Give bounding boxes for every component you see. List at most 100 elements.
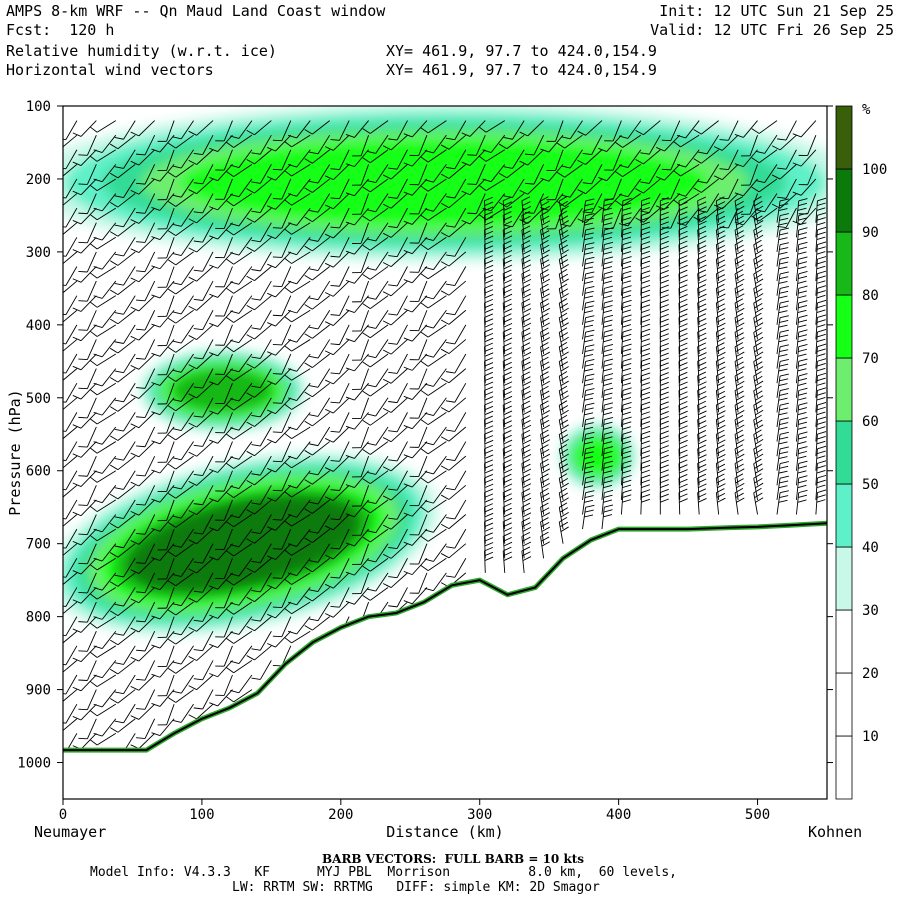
wind-barb-staff [369,557,389,572]
wind-barb-feather [114,428,124,432]
wind-barb-feather [560,395,569,401]
wind-barb-feather [246,188,255,194]
wind-barb-feather [779,315,789,319]
wind-barb-feather [388,401,398,404]
wind-barb-feather [585,198,595,202]
wind-barb-staff [339,353,350,374]
wind-barb-staff [678,215,681,238]
wind-barb-feather [559,298,568,304]
wind-barb-feather [641,207,650,211]
wind-barb-feather [521,225,531,231]
wind-barb-feather [424,558,434,562]
wind-barb-feather [272,402,282,404]
wind-barb-staff [502,200,506,223]
wind-barb-staff [254,412,272,427]
wind-barb-staff [96,645,117,658]
wind-barb-staff [427,178,447,192]
wind-barb-feather [541,468,551,474]
wind-barb-staff [317,514,331,534]
wind-barb-feather [272,343,282,346]
wind-barb-feather [267,409,276,415]
wind-barb-feather [697,449,707,455]
wind-barb-feather [440,436,450,442]
wind-barb-feather [521,386,531,391]
wind-barb-staff [259,397,272,418]
wind-barb-feather [697,196,707,202]
wind-barb-staff [776,361,781,384]
wind-barb-feather [717,424,726,430]
wind-barb-staff [180,616,194,636]
wind-barb-staff [396,237,408,257]
wind-barb-staff [484,288,486,311]
wind-barb-feather [622,319,632,323]
wind-barb-feather [63,663,66,666]
wind-barb-staff [291,426,311,440]
wind-barb-feather [522,308,532,313]
wind-barb-feather [424,587,434,592]
wind-barb-feather [716,463,726,469]
wind-barb-feather [660,274,669,279]
wind-barb-feather [641,450,651,455]
wind-barb-feather [136,328,146,331]
wind-barb-feather [622,436,632,440]
wind-barb-feather [330,168,340,170]
wind-barb-staff [601,361,605,384]
wind-barb-feather [622,358,632,362]
wind-barb-staff [743,120,758,138]
wind-barb-staff [217,630,233,648]
wind-barb-staff [202,689,214,710]
wind-barb-feather [540,517,549,523]
wind-barb-feather [193,707,203,710]
wind-barb-staff [354,470,369,488]
wind-barb-staff [238,645,253,664]
wind-barb-staff [138,557,155,574]
wind-barb-feather [755,468,764,474]
wind-barb-staff [138,120,155,137]
wind-barb-feather [678,376,688,382]
wind-barb-feather [324,467,334,472]
wind-barb-staff [484,375,486,398]
wind-barb-feather [484,347,494,352]
wind-barb-staff [96,674,117,688]
wind-barb-staff [291,163,311,177]
wind-barb-staff [180,587,194,606]
wind-barb-feather [284,257,292,264]
wind-barb-feather [698,366,707,372]
wind-barb-staff [217,426,233,444]
wind-barb-feather [753,210,762,217]
wind-barb-feather [246,305,255,311]
wind-barb-staff [448,309,467,325]
wind-barb-feather [188,335,197,340]
wind-barb-staff [238,266,253,285]
wind-barb-feather [560,526,569,532]
wind-barb-staff [339,324,350,345]
wind-barb-feather [72,249,82,254]
wind-barb-feather [697,478,707,484]
wind-barb-feather [78,154,88,156]
wind-barb-staff [680,163,700,177]
wind-barb-feather [716,303,726,309]
wind-barb-feather [461,132,471,137]
wind-barb-feather [172,632,182,636]
wind-barb-feather [622,260,632,265]
wind-barb-feather [584,378,594,382]
wind-barb-staff [555,149,564,171]
wind-barb-feather [560,453,569,459]
wind-barb-feather [524,153,535,156]
wind-barb-staff [259,426,272,447]
wind-barb-staff [117,280,136,295]
wind-barb-staff [123,499,136,519]
x-tick-label: 100 [189,807,214,823]
wind-barb-staff [96,441,117,454]
wind-barb-feather [560,263,569,270]
wind-barb-feather [503,517,512,523]
wind-barb-staff [375,251,389,271]
wind-barb-feather [503,488,512,493]
wind-barb-staff [80,703,97,721]
wind-barb-feather [754,361,763,367]
wind-barb-feather [541,390,550,396]
wind-barb-feather [403,162,413,167]
wind-barb-feather [503,269,512,275]
wind-barb-staff [743,149,758,167]
wind-barb-feather [78,737,88,740]
